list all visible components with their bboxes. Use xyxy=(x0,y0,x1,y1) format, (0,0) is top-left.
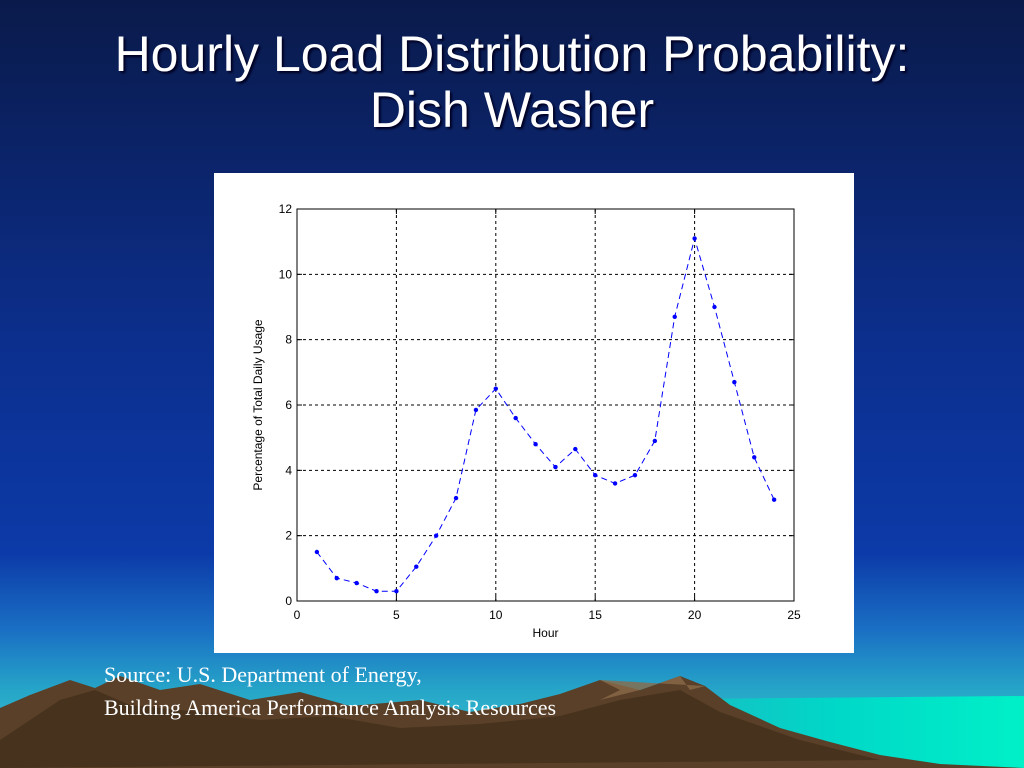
data-point xyxy=(394,589,399,594)
data-point xyxy=(672,314,677,319)
data-point xyxy=(493,386,498,391)
data-point xyxy=(732,379,737,385)
source-line-2: Building America Performance Analysis Re… xyxy=(104,695,557,720)
mountain-shadow xyxy=(0,690,880,768)
title-line-1: Hourly Load Distribution Probability: xyxy=(114,26,910,82)
x-axis-label: Hour xyxy=(532,626,558,640)
x-tick-label: 15 xyxy=(589,608,603,622)
y-tick-label: 12 xyxy=(279,202,293,216)
data-point xyxy=(473,407,479,413)
data-point xyxy=(553,464,558,470)
data-point xyxy=(632,473,638,478)
x-tick-label: 5 xyxy=(393,608,400,622)
data-point xyxy=(533,442,538,447)
data-point xyxy=(433,533,439,538)
data-point xyxy=(752,455,757,460)
data-point xyxy=(354,580,359,586)
source-caption: Source: U.S. Department of Energy, Build… xyxy=(104,658,556,724)
line-chart: 0 5 10 15 20 25 0 2 4 6 8 10 12 Hour Percentage of Tot… xyxy=(251,202,801,640)
data-point xyxy=(593,473,598,478)
data-point xyxy=(334,575,339,581)
y-tick-label: 4 xyxy=(285,463,292,477)
y-tick-label: 8 xyxy=(285,333,292,347)
y-tick-label: 0 xyxy=(285,594,292,608)
source-line-1: Source: U.S. Department of Energy, xyxy=(104,662,422,687)
x-tick-label: 25 xyxy=(787,608,801,622)
x-tick-label: 0 xyxy=(294,608,301,622)
data-point xyxy=(692,236,697,241)
data-point xyxy=(453,495,459,501)
mountain-highlight xyxy=(600,676,705,700)
data-point xyxy=(771,497,777,502)
data-point xyxy=(652,438,658,444)
data-point xyxy=(612,481,618,486)
y-tick-label: 6 xyxy=(285,398,292,412)
y-tick-label: 2 xyxy=(285,529,292,543)
series-line xyxy=(316,236,775,592)
chart-panel: 0 5 10 15 20 25 0 2 4 6 8 10 12 Hour Percentage of Tot… xyxy=(214,173,854,653)
data-point xyxy=(414,564,419,569)
data-point xyxy=(374,589,379,594)
y-axis-label: Percentage of Total Daily Usage xyxy=(251,319,265,491)
y-tick-label: 10 xyxy=(279,267,293,281)
data-point xyxy=(513,415,518,421)
title-line-2: Dish Washer xyxy=(369,82,655,138)
data-point xyxy=(573,446,578,452)
x-tick-label: 20 xyxy=(688,608,702,622)
slide-title: Hourly Load Distribution Probability: Di… xyxy=(0,26,1024,138)
data-point xyxy=(712,304,717,310)
x-tick-label: 10 xyxy=(489,608,503,622)
data-point xyxy=(314,549,320,555)
